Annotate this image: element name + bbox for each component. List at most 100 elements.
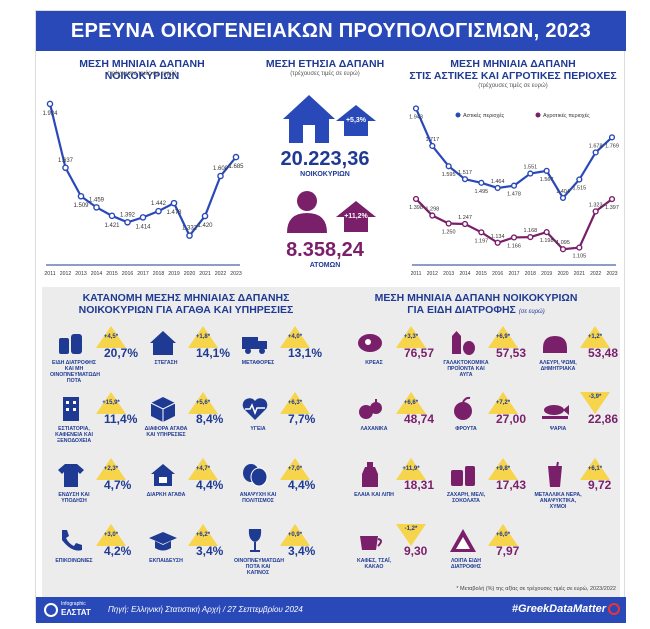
category-item: ΕΣΤΙΑΤΟΡΙΑ, ΚΑΦΕΝΕΙΑ ΚΑΙ ΞΕΝΟΔΟΧΕΙΑ +15,9… (55, 392, 150, 448)
data-point (461, 220, 469, 228)
category-label: ΜΕΤΑΦΟΡΕΣ (241, 360, 275, 366)
data-label: 1.551 (523, 165, 537, 171)
change-value: +15,9* (102, 400, 120, 406)
x-tick-label: 2016 (492, 271, 503, 277)
legend-marker (535, 112, 541, 118)
household-change-badge: +5,3% (336, 105, 376, 137)
category-value: 7,7% (288, 412, 316, 426)
data-label: 1.105 (572, 254, 586, 260)
category-label: ΖΑΧΑΡΗ, ΜΕΛΙ, ΣΟΚΟΛΑΤΑ (446, 492, 486, 504)
change-value: +0,9* (287, 532, 303, 538)
change-value: +7,0* (287, 466, 303, 472)
category-item: ΕΝΔΥΣΗ ΚΑΙ ΥΠΟΔΗΣΗ +2,3* 4,7% (56, 458, 150, 514)
category-item: ΚΡΕΑΣ +3,3* 76,57 (356, 326, 450, 382)
x-tick-label: 2019 (541, 271, 552, 277)
x-tick-label: 2023 (230, 271, 242, 277)
drink-icon (540, 460, 570, 490)
food-icon (56, 328, 86, 358)
fruit-icon (448, 394, 478, 424)
data-point (93, 204, 100, 211)
x-tick-label: 2020 (557, 271, 568, 277)
change-value: +4,5* (103, 334, 119, 340)
category-item: ΣΤΕΓΑΣΗ +1,8* 14,1% (148, 326, 242, 382)
change-triangle (488, 326, 518, 348)
category-value: 3,4% (288, 544, 316, 558)
data-label: 1.459 (89, 197, 105, 203)
food-title-2: ΓΙΑ ΕΙΔΗ ΔΙΑΤΡΟΦΗΣ (σε ευρώ) (336, 304, 616, 318)
data-label: 1.166 (507, 243, 521, 249)
category-value: 4,4% (288, 478, 316, 492)
category-value: 14,1% (196, 346, 231, 360)
change-value: +2,3* (103, 466, 119, 472)
data-point (494, 184, 501, 192)
change-value: +6,6* (403, 400, 419, 406)
page-title: ΕΡΕΥΝΑ ΟΙΚΟΓΕΝΕΙΑΚΩΝ ΠΡΟΥΠΟΛΟΓΙΣΜΩΝ, 202… (36, 11, 626, 51)
category-value: 27,00 (496, 412, 527, 426)
change-value: -3,9* (588, 394, 602, 400)
data-point (608, 134, 616, 141)
data-label: 1.495 (474, 189, 488, 195)
category-value: 76,57 (404, 346, 435, 360)
change-triangle (396, 326, 426, 348)
change-triangle (396, 392, 426, 414)
clothing-icon (56, 460, 86, 490)
data-label: 1.404 (556, 189, 570, 195)
vegetables-icon (356, 394, 386, 424)
data-point (77, 192, 85, 200)
data-label: 1.398 (409, 205, 423, 211)
category-value: 3,4% (196, 544, 224, 558)
change-triangle (188, 326, 218, 348)
category-item: ΓΑΛΑΚΤΟΚΟΜΙΚΑ ΠΡΟΪΟΝΤΑ ΚΑΙ ΑΥΓΑ +6,9* 57,5… (443, 326, 542, 382)
category-item: ΟΙΝΟΠΝΕΥΜΑΤΩΔΗ ΠΟΤΑ ΚΑΙ ΚΑΠΝΟΣ +0,9* 3,4% (234, 524, 334, 580)
data-point (155, 207, 162, 215)
change-value: +3,0* (103, 532, 119, 538)
category-value: 7,97 (496, 544, 520, 558)
data-label: 1.420 (197, 223, 213, 229)
food-title-1: ΜΕΣΗ ΜΗΝΙΑΙΑ ΔΑΠΑΝΗ ΝΟΙΚΟΚΥΡΙΩΝ (374, 292, 578, 304)
change-triangle (280, 458, 310, 480)
data-label: 1.595 (442, 172, 456, 178)
category-label: ΥΓΕΙΑ (250, 426, 266, 432)
x-tick-label: 2014 (459, 271, 470, 277)
category-item: ΑΛΕΥΡΙ, ΨΩΜΙ, ΔΗΜΗΤΡΙΑΚΑ +1,2* 53,48 (539, 326, 634, 382)
change-triangle (280, 392, 310, 414)
category-item: ΔΙΑΦΟΡΑ ΑΓΑΘΑ ΚΑΙ ΥΠΗΡΕΣΙΕΣ +5,6* 8,4% (145, 392, 242, 448)
category-value: 20,7% (104, 346, 139, 360)
left-chart-subtitle: (τρέχουσες τιμές σε ευρώ) (107, 71, 177, 77)
data-point (559, 246, 567, 253)
category-value: 4,7% (104, 478, 132, 492)
change-value: +6,3* (287, 400, 303, 406)
person-value: 8.358,24 (286, 239, 364, 261)
data-point (445, 220, 452, 227)
category-value: 8,4% (196, 412, 224, 426)
category-label: ΕΝΔΥΣΗ ΚΑΙ ΥΠΟΔΗΣΗ (58, 492, 90, 504)
data-point (592, 149, 599, 156)
data-point (232, 153, 240, 161)
category-value: 18,31 (404, 478, 435, 492)
data-label: 1.600 (213, 166, 229, 172)
fish-icon (540, 394, 570, 424)
data-label: 1.298 (425, 207, 439, 213)
data-point (108, 212, 116, 220)
right-chart-subtitle: (τρέχουσες τιμές σε ευρώ) (478, 83, 548, 89)
theater-masks-icon (240, 460, 270, 490)
data-label: 1.567 (540, 177, 554, 183)
household-value: 20.223,36 (280, 148, 370, 170)
x-tick-label: 2011 (44, 271, 55, 277)
category-item: ΕΛΑΙΑ ΚΑΙ ΛΙΠΗ +11,9* 18,31 (354, 458, 450, 514)
data-point (478, 179, 485, 186)
change-triangle (280, 524, 310, 546)
data-point (445, 163, 452, 170)
logo-icon (44, 603, 58, 617)
category-value: 4,4% (196, 478, 224, 492)
infographic: ΕΡΕΥΝΑ ΟΙΚΟΓΕΝΕΙΑΚΩΝ ΠΡΟΥΠΟΛΟΓΙΣΜΩΝ, 202… (35, 10, 626, 623)
food-title-2-text: ΓΙΑ ΕΙΔΗ ΔΙΑΤΡΟΦΗΣ (407, 304, 516, 316)
change-triangle (96, 524, 126, 546)
data-point (510, 234, 518, 241)
data-point (576, 244, 583, 251)
change-triangle (580, 458, 610, 480)
health-icon (240, 394, 270, 424)
x-tick-label: 2021 (574, 271, 585, 277)
left-chart-title: ΜΕΣΗ ΜΗΝΙΑΙΑ ΔΑΠΑΝΗ ΝΟΙΚΟΚΥΡΙΩΝ (79, 58, 205, 82)
hashtag: #GreekDataMatter (511, 603, 606, 615)
